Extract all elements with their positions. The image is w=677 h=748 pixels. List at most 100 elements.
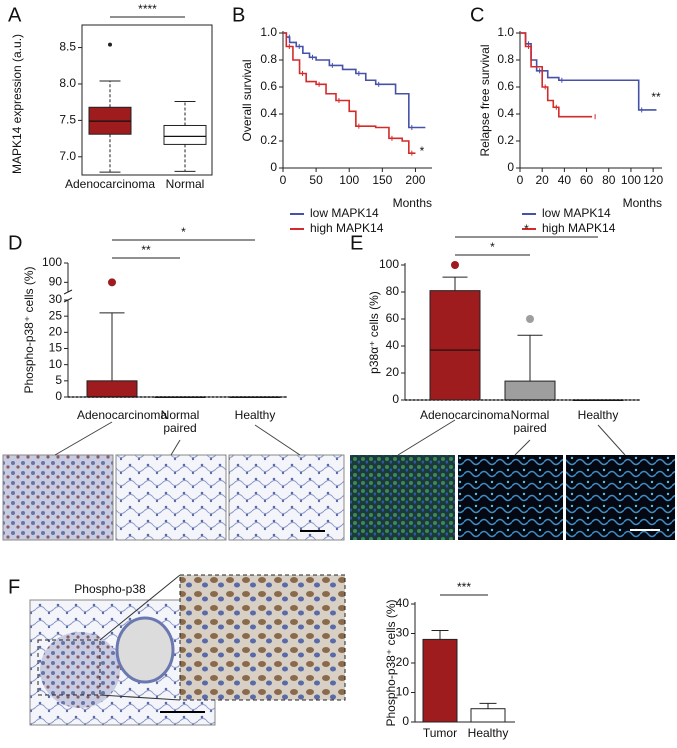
micrograph-inset	[179, 574, 346, 701]
micrograph	[228, 454, 345, 541]
connector	[254, 424, 301, 456]
y-tick-label: 1.0	[260, 25, 277, 39]
outlier	[526, 315, 534, 323]
bar	[470, 708, 506, 723]
x-tick-label: Adenocarcinoma	[77, 408, 168, 422]
connector	[514, 439, 531, 456]
x-tick-label: 150	[372, 173, 392, 187]
panel-letter: D	[8, 232, 22, 254]
y-tick-label: 25	[49, 308, 63, 322]
y-tick-label: 80	[386, 284, 400, 298]
y-tick-label: 60	[386, 311, 400, 325]
y-axis-label: Phospho-p38⁺ cells (%)	[22, 266, 36, 393]
micrograph	[350, 455, 455, 540]
x-tick-label: 200	[405, 173, 425, 187]
significance-label: **	[651, 90, 661, 104]
micrograph	[2, 454, 114, 541]
y-axis-label: Relapse free survival	[478, 44, 492, 156]
x-tick-label: 40	[558, 173, 572, 187]
y-tick-label: 30	[396, 626, 410, 640]
y-tick-label: 0	[270, 160, 277, 174]
box	[429, 290, 481, 401]
y-tick-label: 5	[55, 373, 62, 387]
x-tick-label: Normal	[166, 177, 205, 191]
connector	[99, 694, 181, 701]
x-tick-label: Normal paired	[160, 408, 200, 435]
significance-label: *	[490, 240, 495, 254]
y-tick-label: 8.5	[59, 40, 76, 54]
survival-curve	[283, 32, 416, 154]
y-tick-label: 1.0	[497, 25, 514, 39]
x-tick-label: 50	[309, 173, 323, 187]
y-tick-label: 90	[49, 275, 63, 289]
legend-label: low MAPK14	[542, 206, 611, 220]
x-tick-label: 60	[580, 173, 594, 187]
axis-break	[63, 289, 73, 295]
panel-letter: F	[8, 576, 20, 598]
survival-curve	[283, 32, 426, 129]
connector	[597, 424, 626, 456]
x-axis-label: Months	[623, 196, 662, 210]
outlier	[451, 261, 459, 269]
survival-curve	[520, 32, 657, 111]
outlier	[108, 278, 116, 287]
legend-label: high MAPK14	[310, 221, 384, 235]
connector	[170, 439, 181, 456]
y-axis-label: Overall survival	[240, 59, 254, 141]
x-tick-label: 0	[280, 173, 287, 187]
box	[163, 124, 207, 145]
x-tick-label: Adenocarcinoma	[65, 177, 155, 191]
legend-label: high MAPK14	[542, 221, 616, 235]
plot-frame	[81, 24, 213, 176]
panel-letter: C	[470, 4, 484, 26]
y-tick-label: 10	[49, 357, 63, 371]
y-tick-label: 15	[49, 341, 63, 355]
x-tick-label: Normal paired	[510, 408, 550, 435]
significance-label: **	[141, 243, 151, 257]
micrograph	[566, 455, 675, 540]
micrograph	[458, 455, 563, 540]
x-tick-label: Healthy	[234, 408, 276, 422]
significance-label: ****	[138, 2, 157, 16]
y-tick-label: 0	[402, 714, 409, 728]
y-tick-label: 20	[396, 655, 410, 669]
tumor-region	[40, 632, 120, 708]
y-tick-label: 0.6	[260, 79, 277, 93]
y-tick-label: 0.2	[497, 133, 514, 147]
y-tick-label: 0.8	[497, 52, 514, 66]
y-tick-label: 7.5	[59, 113, 76, 127]
significance-label: *	[181, 225, 186, 239]
x-tick-label: Healthy	[577, 408, 619, 422]
x-tick-label: 120	[643, 173, 663, 187]
y-tick-label: 0	[507, 160, 514, 174]
zoom-box	[37, 639, 101, 696]
significance-label: ***	[457, 580, 471, 594]
y-tick-label: 0	[55, 389, 62, 403]
y-tick-label: 8.0	[59, 76, 76, 90]
x-axis-label: Months	[393, 196, 432, 210]
x-tick-label: 100	[339, 173, 359, 187]
y-tick-label: 0.8	[260, 52, 277, 66]
image-label: Phospho-p38	[74, 582, 146, 596]
x-tick-label: Tumor	[423, 726, 457, 740]
y-tick-label: 0.4	[260, 106, 277, 120]
vessel	[115, 616, 175, 684]
y-tick-label: 100	[42, 255, 62, 269]
x-tick-label: 80	[602, 173, 616, 187]
connector	[99, 574, 181, 641]
box	[504, 380, 556, 401]
y-tick-label: 30	[49, 292, 63, 306]
y-axis-label: Phospho-p38⁺ cells (%)	[384, 599, 398, 726]
box	[86, 380, 138, 398]
panel-letter: A	[8, 4, 22, 26]
y-tick-label: 0.2	[260, 133, 277, 147]
y-axis-label: p38α⁺ cells (%)	[367, 291, 381, 374]
legend-label: low MAPK14	[310, 206, 379, 220]
bar	[422, 638, 458, 723]
y-tick-label: 20	[386, 365, 400, 379]
y-tick-label: 100	[379, 257, 399, 271]
x-tick-label: 20	[536, 173, 550, 187]
outlier	[108, 42, 112, 47]
